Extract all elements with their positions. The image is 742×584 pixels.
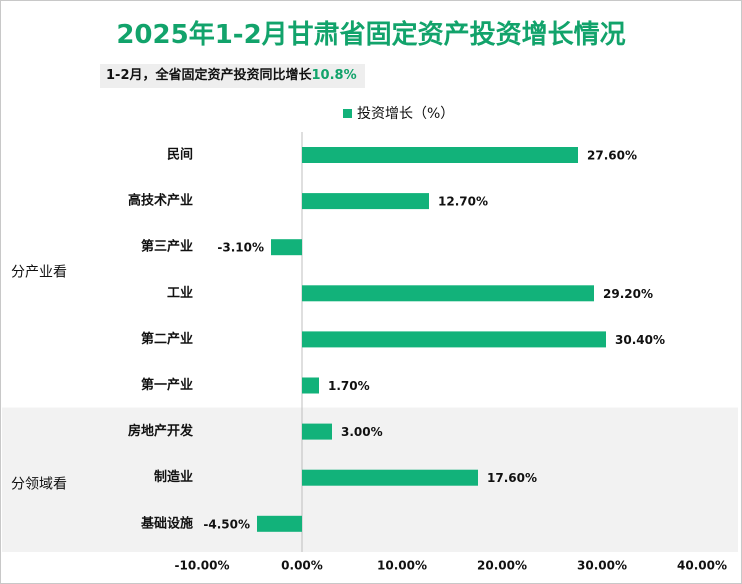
value-label-5: 30.40% [615,333,665,347]
value-label-8: 17.60% [487,471,537,485]
bar-3 [271,239,302,256]
category-label-4: 工业 [167,285,193,301]
summary-text: 1-2月，全省固定资产投资同比增长 [106,68,312,83]
x-tick-label-6: 40.00% [677,559,727,573]
x-tick-label-2: 0.00% [281,559,323,573]
legend: 投资增长（%） [343,103,454,123]
value-label-9: -4.50% [203,517,250,531]
summary-value: 10.8% [311,68,357,83]
group-label-1: 分产业看 [11,264,67,280]
x-tick-label-3: 10.00% [377,559,427,573]
value-label-4: 29.20% [603,287,653,301]
bar-4 [302,285,594,302]
bar-6 [302,377,319,394]
bar-1 [302,147,578,163]
group-label-2: 分领域看 [11,477,67,493]
category-label-7: 房地产开发 [128,423,194,439]
category-label-1: 民间 [167,147,193,163]
category-label-9: 基础设施 [140,515,193,531]
value-label-2: 12.70% [438,195,488,209]
bar-9 [257,515,302,532]
bar-7 [302,423,332,440]
bar-5 [302,331,606,348]
category-label-8: 制造业 [154,469,193,485]
bar-2 [302,193,429,210]
category-label-2: 高技术产业 [128,193,193,209]
chart-title: 2025年1-2月甘肃省固定资产投资增长情况 [116,20,626,50]
value-label-1: 27.60% [587,149,637,163]
legend-label: 投资增长（%） [357,106,455,122]
summary-box: 1-2月，全省固定资产投资同比增长10.8% [100,64,365,88]
x-tick-label-1: -10.00% [175,559,230,573]
value-label-7: 3.00% [341,425,383,439]
x-tick-label-4: 20.00% [477,559,527,573]
value-label-6: 1.70% [328,379,370,393]
x-tick-label-5: 30.00% [577,559,627,573]
category-label-3: 第三产业 [141,239,193,255]
bar-8 [302,469,478,486]
value-label-3: -3.10% [217,241,264,255]
legend-swatch [343,108,352,118]
category-label-6: 第一产业 [141,377,193,393]
category-label-5: 第二产业 [141,331,193,347]
